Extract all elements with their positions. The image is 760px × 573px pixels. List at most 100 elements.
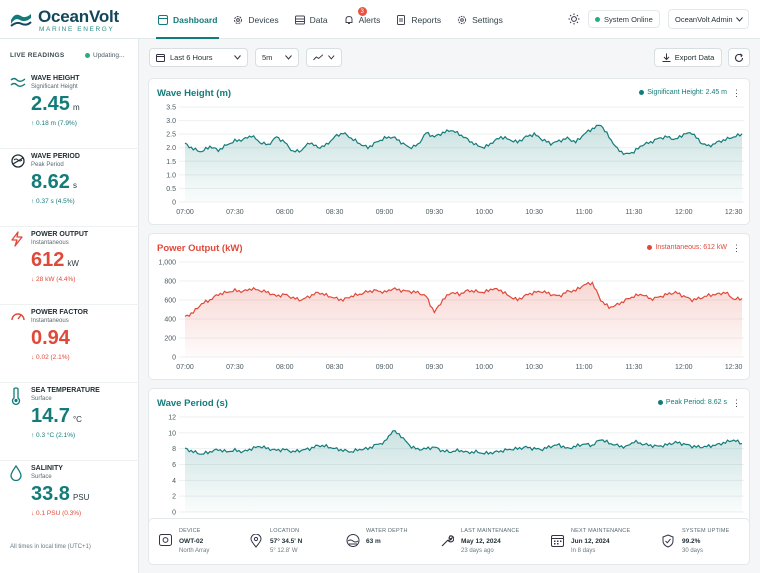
refresh-button[interactable] [728, 48, 750, 67]
metric-change: ↓ 0.02 (2.1%) [31, 354, 70, 361]
nav-label: Dashboard [173, 14, 218, 25]
top-bar: OceanVolt MARINE ENERGY Dashboard Device… [0, 0, 760, 39]
series-line [184, 429, 743, 455]
info-sub: 23 days ago [461, 548, 494, 554]
metric-salinity[interactable]: SALINITY Surface 33.8 PSU ↓ 0.1 PSU (0.3%… [0, 461, 139, 539]
shield-icon [662, 534, 674, 548]
main-nav: Dashboard Devices Data Alerts 3 Reports … [150, 0, 511, 39]
chart-type-select[interactable] [306, 48, 342, 67]
more-options-icon[interactable]: ⋮ [732, 243, 741, 253]
y-tick-label: 10 [168, 430, 176, 437]
metric-change: ↓ 0.1 PSU (0.3%) [31, 510, 82, 517]
info-value: May 12, 2024 [461, 538, 501, 545]
metric-sea-temperature[interactable]: SEA TEMPERATURE Surface 14.7 °C ↑ 0.3 °C … [0, 383, 139, 461]
nav-label: Reports [411, 14, 442, 25]
wave-height-chart: 0 0.5 1.0 1.5 2.0 2.5 3.0 3.5 07:00 07:30 08:00 08:… [166, 105, 744, 216]
time-range-select[interactable]: Last 6 Hours [149, 48, 248, 67]
nav-reports[interactable]: Reports [388, 0, 449, 39]
nav-devices[interactable]: Devices [225, 0, 286, 39]
metric-sub: Surface [31, 474, 52, 480]
export-label: Export Data [674, 53, 715, 62]
metric-sub: Significant Height [31, 84, 78, 90]
theme-toggle-icon[interactable] [568, 13, 580, 25]
y-tick-label: 8 [172, 446, 176, 453]
y-tick-label: 400 [164, 317, 176, 324]
thermometer-icon [11, 387, 21, 405]
metric-value: 14.7 °C [31, 405, 82, 428]
export-data-button[interactable]: Export Data [654, 48, 722, 67]
chevron-down-icon [285, 55, 292, 60]
metric-change: ↑ 0.37 s (4.5%) [31, 198, 75, 205]
updating-dot [85, 53, 90, 58]
metric-change: ↓ 28 kW (4.4%) [31, 276, 76, 283]
metric-value: 8.62 s [31, 171, 77, 194]
x-tick-label: 08:00 [276, 209, 294, 216]
series-area [185, 430, 742, 512]
more-options-icon[interactable]: ⋮ [732, 88, 741, 98]
nav-label: Data [309, 14, 328, 25]
droplet-icon [10, 465, 22, 481]
metric-number: 8.62 [31, 171, 70, 193]
metric-power-output[interactable]: POWER OUTPUT Instantaneous 612 kW ↓ 28 kW… [0, 227, 139, 305]
brand-tagline: MARINE ENERGY [39, 26, 115, 33]
metric-number: 0.94 [31, 327, 70, 349]
refresh-icon [735, 53, 744, 62]
info-value: Jun 12, 2024 [571, 538, 610, 545]
info-label: LOCATION [270, 528, 300, 534]
status-dot [595, 16, 600, 22]
chart-title: Wave Period (s) [157, 398, 228, 409]
chevron-down-icon [328, 55, 335, 60]
chart-legend: Instantaneous: 612 kW [647, 244, 727, 251]
calendar-icon [156, 54, 165, 62]
metric-wave-period[interactable]: WAVE PERIOD Peak Period 8.62 s ↑ 0.37 s (… [0, 149, 139, 227]
y-tick-label: 0 [172, 355, 176, 362]
nav-alerts[interactable]: Alerts 3 [336, 0, 389, 39]
y-tick-label: 0 [172, 510, 176, 517]
metric-value: 612 kW [31, 249, 79, 272]
brand-logo[interactable]: OceanVolt MARINE ENERGY [9, 5, 119, 35]
x-tick-label: 09:00 [376, 364, 394, 371]
document-icon [397, 14, 406, 25]
chevron-down-icon [736, 17, 743, 22]
nav-label: Alerts [358, 14, 381, 25]
metric-unit: m [72, 103, 80, 112]
wave-period-icon [11, 154, 25, 168]
interval-select[interactable]: 5m [255, 48, 299, 67]
series-area [185, 282, 742, 357]
info-sub: 30 days [682, 548, 704, 554]
legend-text: Peak Period: 8.62 s [665, 399, 727, 406]
x-tick-label: 12:30 [725, 209, 743, 216]
info-value: OWT-02 [179, 538, 204, 545]
info-label: SYSTEM UPTIME [682, 528, 730, 534]
y-tick-label: 3.5 [166, 105, 176, 112]
metric-value: 2.45 m [31, 93, 80, 116]
x-tick-label: 10:30 [525, 364, 543, 371]
y-tick-label: 1.0 [166, 172, 176, 179]
x-tick-label: 07:30 [226, 364, 244, 371]
metric-number: 612 [31, 249, 65, 271]
nav-label: Devices [248, 14, 279, 25]
legend-dot [639, 90, 645, 95]
y-tick-label: 600 [164, 298, 176, 305]
y-tick-label: 800 [164, 279, 176, 286]
user-menu[interactable]: OceanVolt Admin [668, 9, 749, 29]
legend-dot [657, 400, 663, 405]
wrench-icon [441, 535, 454, 547]
metric-power-factor[interactable]: POWER FACTOR Instantaneous 0.94 ↓ 0.02 (… [0, 305, 139, 383]
power-output-chart: 0 200 400 600 800 1,000 07:00 07:30 08:00 08:30 09… [158, 260, 744, 371]
more-options-icon[interactable]: ⋮ [732, 398, 741, 408]
metric-wave-height[interactable]: WAVE HEIGHT Significant Height 2.45 m ↑ 0… [0, 71, 139, 149]
depth-icon [346, 534, 360, 547]
metric-change: ↑ 0.3 °C (2.1%) [31, 432, 76, 439]
nav-dashboard[interactable]: Dashboard [150, 0, 225, 39]
system-status-badge: System Online [588, 10, 660, 28]
info-label: LAST MAINTENANCE [461, 528, 520, 534]
nav-data[interactable]: Data [287, 0, 336, 39]
info-value: 63 m [366, 538, 381, 545]
x-tick-label: 09:00 [376, 209, 394, 216]
x-tick-label: 12:30 [725, 364, 743, 371]
bell-icon [345, 15, 353, 24]
series-area [185, 125, 742, 202]
nav-settings[interactable]: Settings [449, 0, 511, 39]
series-line [184, 281, 743, 317]
